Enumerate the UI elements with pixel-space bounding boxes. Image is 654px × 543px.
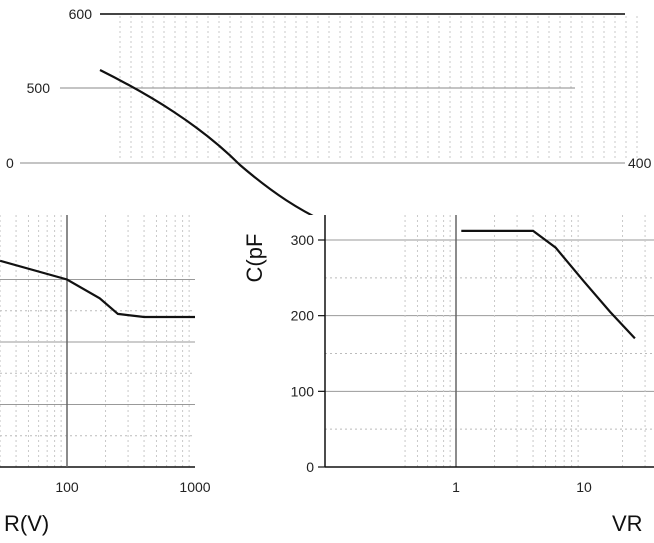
left-grid bbox=[0, 215, 195, 467]
right-series-line bbox=[461, 229, 636, 340]
back-panel: 600 500 0 bbox=[6, 6, 638, 223]
left-xtick-1000: 1000 bbox=[179, 479, 210, 495]
right-partial-tick-400: 400 bbox=[628, 155, 652, 171]
left-xtick-100: 100 bbox=[55, 479, 79, 495]
left-series-line bbox=[0, 259, 195, 319]
right-xtick-10: 10 bbox=[576, 479, 592, 495]
right-ytick-label: 100 bbox=[291, 383, 315, 399]
right-y-axis-title: C(pF bbox=[242, 234, 267, 283]
right-ytick-label: 200 bbox=[291, 308, 315, 324]
back-ytick-partial: 0 bbox=[6, 155, 14, 171]
left-x-axis-title: R(V) bbox=[4, 511, 49, 536]
right-xtick-1: 1 bbox=[452, 479, 460, 495]
right-ytick-label: 300 bbox=[291, 232, 315, 248]
right-series bbox=[461, 229, 636, 340]
left-series bbox=[0, 259, 195, 319]
left-panel: 100 1000 R(V) bbox=[0, 215, 211, 536]
back-ytick-600: 600 bbox=[69, 6, 93, 22]
right-panel: 300 200 100 0 1 10 400 C(pF VR bbox=[210, 155, 654, 536]
back-curve bbox=[99, 69, 326, 223]
back-ytick-500: 500 bbox=[27, 80, 51, 96]
right-panel-bg bbox=[210, 215, 654, 475]
right-x-axis-title: VR bbox=[612, 511, 643, 536]
right-ytick-label: 0 bbox=[306, 459, 314, 475]
right-yticks: 300 200 100 0 bbox=[291, 232, 325, 475]
